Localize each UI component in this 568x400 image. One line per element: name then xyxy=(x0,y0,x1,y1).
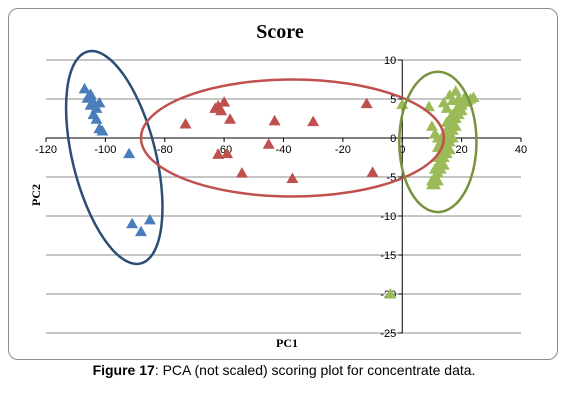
y-tick-label: 5 xyxy=(390,94,396,106)
data-point-triangle xyxy=(446,132,459,143)
data-point-triangle xyxy=(443,143,456,155)
data-point-triangle xyxy=(84,99,97,110)
y-tick-label: -15 xyxy=(380,250,396,262)
data-point-triangle xyxy=(431,174,444,186)
cluster-ellipses xyxy=(64,49,478,266)
cluster-ellipse xyxy=(64,49,164,266)
y-tick-label: -25 xyxy=(380,328,396,340)
data-point-triangle xyxy=(458,96,471,107)
data-point-triangle xyxy=(126,217,139,229)
data-point-triangle xyxy=(224,113,237,124)
data-point-triangle xyxy=(179,117,192,129)
data-point-triangle xyxy=(93,96,106,108)
y-tick-label: -10 xyxy=(380,211,396,223)
data-point-triangle xyxy=(135,225,147,237)
data-point-triangle xyxy=(455,104,468,116)
data-point-triangle xyxy=(440,102,453,113)
data-point-triangle xyxy=(286,172,299,184)
data-point-triangle xyxy=(425,120,438,131)
figure-caption: Figure 17: PCA (not scaled) scoring plot… xyxy=(0,362,568,378)
data-point-triangle xyxy=(384,288,397,299)
data-point-triangle xyxy=(262,138,275,149)
x-tick-label: -20 xyxy=(335,144,351,156)
x-tick-label: 20 xyxy=(456,144,468,156)
data-point-triangle xyxy=(307,115,320,127)
x-tick-label: -80 xyxy=(157,144,173,156)
cluster-ellipse xyxy=(139,78,446,198)
grid-lines xyxy=(46,59,521,334)
cluster-ellipse xyxy=(398,70,478,214)
data-point-triangle xyxy=(212,148,225,159)
data-point-triangle xyxy=(268,114,281,126)
data-point-triangle xyxy=(221,147,234,159)
chart-title: Score xyxy=(256,21,304,43)
data-point-triangle xyxy=(143,213,156,225)
x-tick-label: -100 xyxy=(94,144,116,156)
x-tick-label: -120 xyxy=(35,144,57,156)
caption-text: : PCA (not scaled) scoring plot for conc… xyxy=(154,362,476,378)
x-tick-label: -40 xyxy=(276,144,292,156)
x-tick-label: 0 xyxy=(399,144,405,156)
data-point-triangle xyxy=(467,91,480,102)
data-point-triangle xyxy=(235,167,248,178)
data-point-triangle xyxy=(437,159,450,170)
caption-label: Figure 17 xyxy=(92,362,155,378)
data-point-triangle xyxy=(123,147,136,159)
data-point-triangle xyxy=(360,97,373,109)
data-point-triangle xyxy=(366,166,379,177)
data-point-triangle xyxy=(422,100,435,112)
data-point-triangle xyxy=(449,85,462,96)
x-tick-label: 40 xyxy=(515,144,527,156)
y-axis-title: PC2 xyxy=(29,184,43,206)
data-point-triangle xyxy=(78,82,91,94)
y-tick-label: 0 xyxy=(390,133,396,145)
data-points xyxy=(78,82,480,299)
data-point-triangle xyxy=(96,124,109,136)
data-point-triangle xyxy=(90,113,103,124)
data-point-triangle xyxy=(449,120,462,131)
x-axis-title: PC1 xyxy=(276,336,298,350)
data-point-triangle xyxy=(215,104,228,116)
y-tick-label: 10 xyxy=(384,55,396,67)
data-point-triangle xyxy=(218,96,231,107)
chart-area xyxy=(8,8,558,360)
y-tick-label: -5 xyxy=(386,172,396,184)
